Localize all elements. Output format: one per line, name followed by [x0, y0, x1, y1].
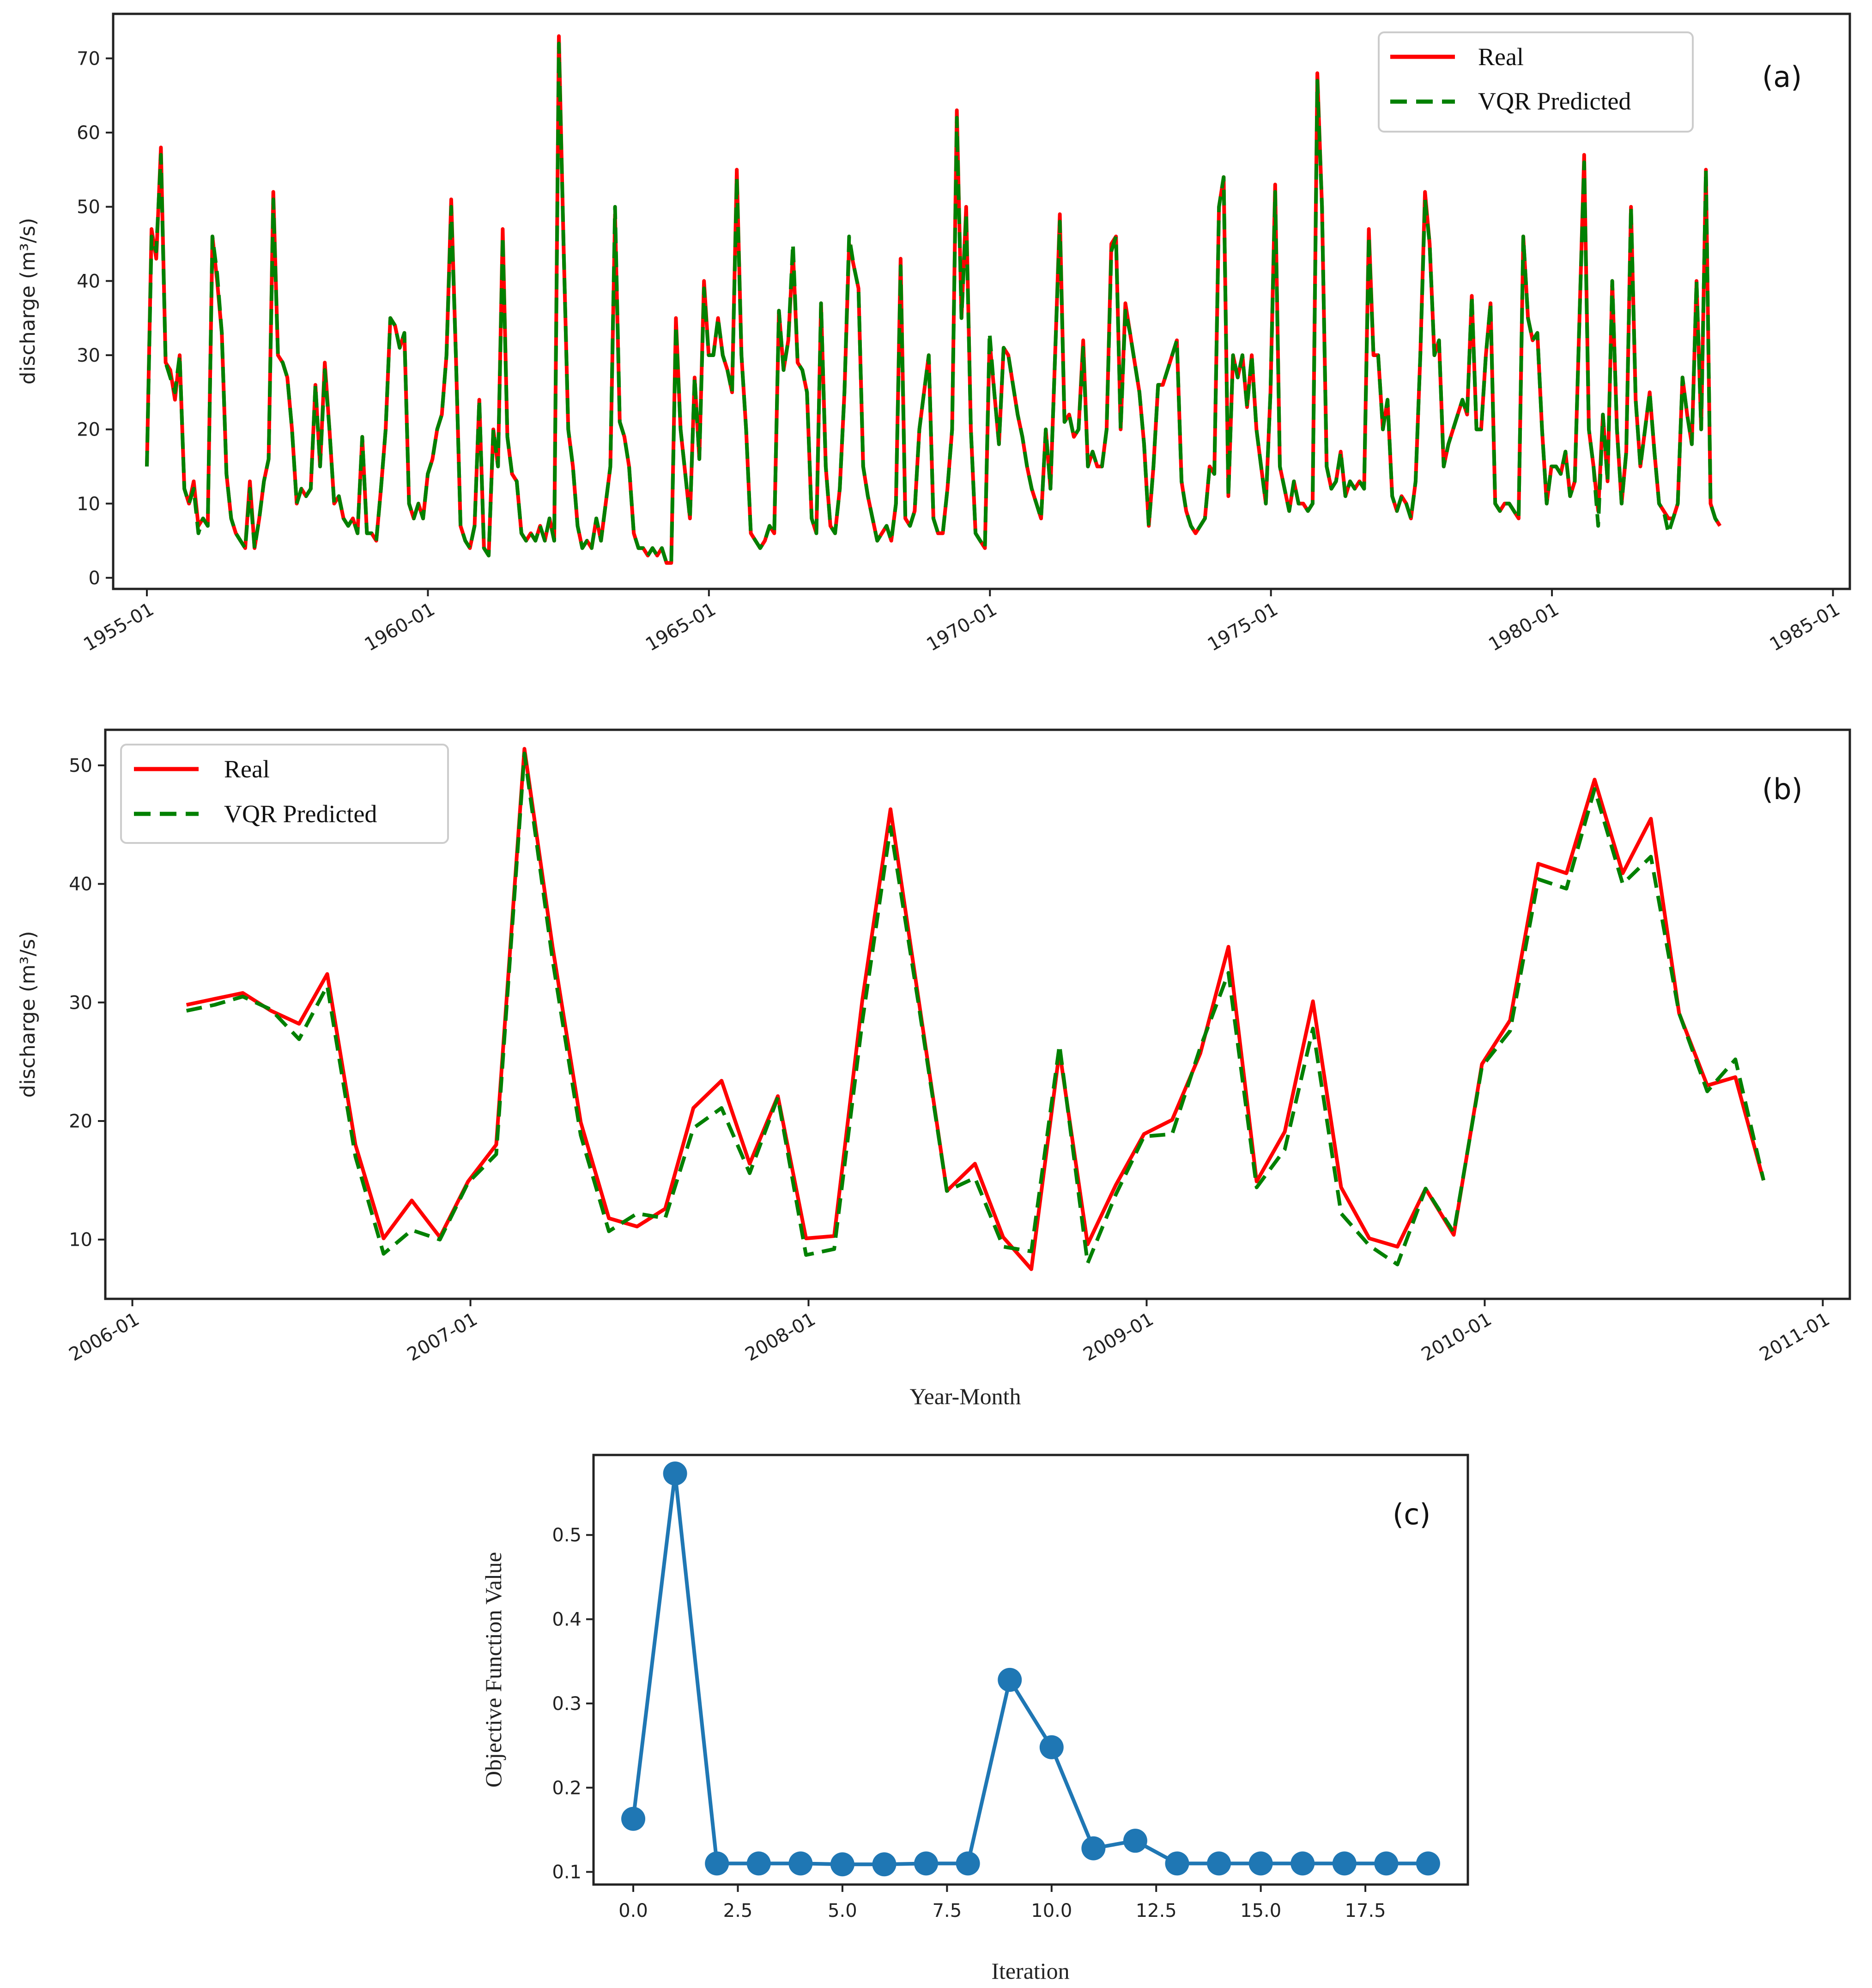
- panel-a-ytick-label: 40: [77, 271, 100, 292]
- panel-c-objective-point: [914, 1851, 939, 1876]
- panel-a-legend-real-label: Real: [1478, 43, 1524, 71]
- panel-c-objective-point: [1374, 1851, 1399, 1876]
- panel-a-xtick-label: 1975-01: [1204, 599, 1282, 655]
- panel-c-xtick-label: 10.0: [1031, 1900, 1072, 1921]
- panel-c-frame: [592, 1454, 1469, 1886]
- panel-c-objective-point: [1165, 1851, 1189, 1876]
- panel-c-tag: (c): [1393, 1497, 1430, 1531]
- panel-c-objective-point: [1290, 1851, 1315, 1876]
- panel-c-objective-point: [788, 1851, 813, 1876]
- panel-b-ytick-label: 40: [69, 874, 92, 895]
- panel-c-objective-point: [1081, 1836, 1106, 1861]
- panel-a-series-vqr-predicted-line: [145, 42, 1722, 565]
- panel-b-ytick-label: 20: [69, 1111, 92, 1132]
- panel-c-objective-point: [663, 1461, 687, 1486]
- panel-c-ytick-label: 0.4: [552, 1609, 582, 1630]
- panel-b-chart: 10 20 30 40 50 2006-01 2007-01 2008-01 2009-01 20…: [16, 728, 1851, 1409]
- panel-c-xtick-label: 2.5: [723, 1900, 753, 1921]
- panel-c-xlabel: Iteration: [991, 1958, 1069, 1984]
- panel-b-xlabel: Year-Month: [909, 1383, 1021, 1409]
- panel-c-ytick-label: 0.1: [552, 1862, 582, 1883]
- panel-b-xtick-label: 2008-01: [742, 1309, 819, 1365]
- panel-b-legend: Real VQR Predicted: [120, 744, 449, 844]
- panel-a-ytick-label: 50: [77, 197, 100, 218]
- panel-a-ytick-label: 30: [77, 345, 100, 366]
- panel-a-ytick-label: 20: [77, 419, 100, 441]
- panel-c-xtick-label: 12.5: [1136, 1900, 1177, 1921]
- panel-a-ytick-label: 10: [77, 493, 100, 515]
- panel-c-ytick-label: 0.5: [552, 1525, 582, 1546]
- panel-c-xtick-label: 15.0: [1240, 1900, 1281, 1921]
- panel-c-objective-point: [998, 1667, 1022, 1692]
- panel-c-objective-point: [1123, 1829, 1147, 1853]
- panel-b-ytick-label: 50: [69, 755, 92, 776]
- panel-b-xtick-label: 2009-01: [1080, 1309, 1157, 1365]
- panel-c-objective-point: [830, 1852, 854, 1877]
- panel-b-legend-pred-label: VQR Predicted: [224, 800, 377, 828]
- panel-a-frame: [112, 12, 1851, 590]
- panel-c-objective-point: [1207, 1851, 1231, 1876]
- panel-c-xtick-label: 5.0: [828, 1900, 857, 1921]
- panel-a-legend-box: [1378, 31, 1694, 133]
- panel-a-xtick-label: 1960-01: [361, 599, 439, 655]
- panel-c-objective-point: [705, 1851, 729, 1876]
- panel-a-ytick-label: 70: [77, 48, 100, 69]
- panel-b-ylabel: discharge (m³/s): [16, 931, 40, 1097]
- panel-b-xtick-label: 2006-01: [66, 1309, 143, 1365]
- panel-a-xtick-label: 1985-01: [1766, 599, 1844, 655]
- panel-c-xtick-label: 7.5: [933, 1900, 962, 1921]
- panel-a-tag: (a): [1762, 60, 1802, 94]
- panel-a-legend-pred-label: VQR Predicted: [1478, 87, 1631, 115]
- panel-b-legend-real-label: Real: [224, 755, 270, 783]
- panel-a-legend: Real VQR Predicted: [1378, 31, 1694, 133]
- panel-a-chart: 0 10 20 30 40 50 60 70 1955-01 1960-01 1965-01 1970…: [16, 12, 1851, 655]
- panel-c-ytick-label: 0.3: [552, 1693, 582, 1715]
- panel-a-xtick-label: 1980-01: [1485, 599, 1563, 655]
- panel-a-xtick-label: 1965-01: [642, 599, 720, 655]
- panel-c-objective-point: [872, 1852, 897, 1877]
- panel-c-objective-point: [621, 1806, 646, 1831]
- panel-a-ytick-label: 60: [77, 122, 100, 144]
- panel-c-ylabel: Objective Function Value: [480, 1552, 506, 1788]
- panel-c-objective-point: [956, 1851, 980, 1876]
- panel-c-objective-point: [746, 1851, 771, 1876]
- panel-c-objective-line: [631, 1472, 1428, 1867]
- panel-b-xtick-label: 2007-01: [404, 1309, 481, 1365]
- panel-b-xtick-label: 2010-01: [1418, 1309, 1496, 1365]
- panel-c-chart: 0.1 0.2 0.3 0.4 0.5 0.0 2.5 5.0 7.5 10.0 12.5 15.0 1…: [480, 1454, 1469, 1984]
- panel-b-ytick-label: 30: [69, 992, 92, 1013]
- panel-c-objective-point: [1039, 1735, 1064, 1759]
- panel-b-tag: (b): [1762, 772, 1803, 806]
- panel-c-objective-point: [1332, 1851, 1357, 1876]
- panel-b-xtick-label: 2011-01: [1756, 1309, 1834, 1365]
- panel-b-legend-box: [120, 744, 449, 844]
- panel-a-ytick-label: 0: [89, 568, 100, 589]
- panel-a-ylabel: discharge (m³/s): [16, 218, 40, 384]
- panel-c-xtick-label: 0.0: [618, 1900, 648, 1921]
- panel-c-objective-point: [1416, 1851, 1440, 1876]
- panel-b-frame: [104, 728, 1851, 1300]
- panel-c-xtick-label: 17.5: [1345, 1900, 1386, 1921]
- panel-a-xtick-label: 1955-01: [80, 599, 158, 655]
- panel-c-objective-point: [1248, 1851, 1273, 1876]
- panel-c-ytick-label: 0.2: [552, 1777, 582, 1799]
- panel-a-xtick-label: 1970-01: [923, 599, 1001, 655]
- panel-b-ytick-label: 10: [69, 1230, 92, 1251]
